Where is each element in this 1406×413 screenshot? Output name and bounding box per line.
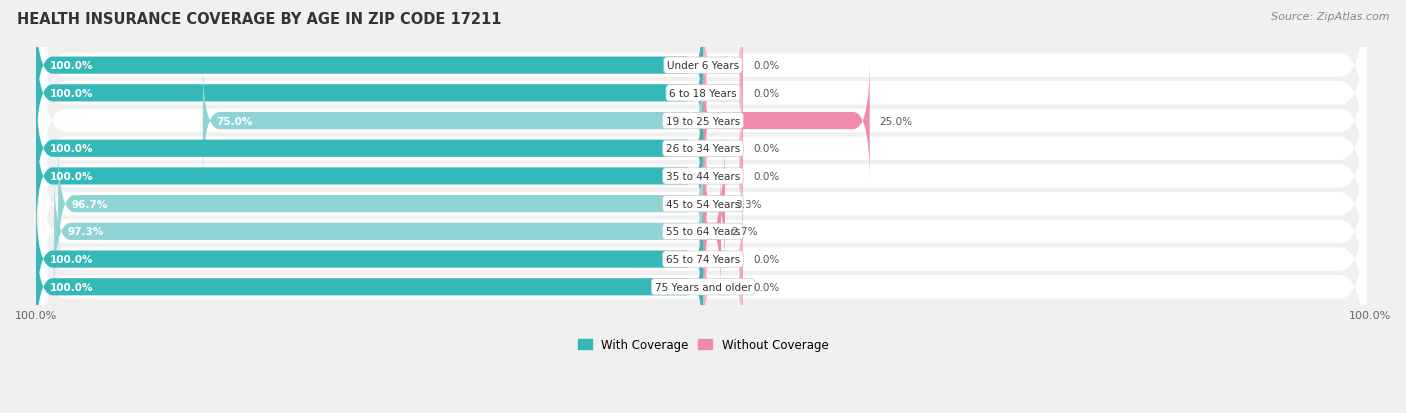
Text: 96.7%: 96.7%	[72, 199, 108, 209]
FancyBboxPatch shape	[39, 161, 1367, 358]
Legend: With Coverage, Without Coverage: With Coverage, Without Coverage	[572, 333, 834, 356]
FancyBboxPatch shape	[39, 0, 1367, 165]
FancyBboxPatch shape	[39, 0, 1367, 192]
Text: 45 to 54 Years: 45 to 54 Years	[666, 199, 740, 209]
Text: 25.0%: 25.0%	[880, 116, 912, 126]
FancyBboxPatch shape	[53, 171, 703, 292]
FancyBboxPatch shape	[703, 227, 742, 348]
FancyBboxPatch shape	[37, 116, 703, 237]
FancyBboxPatch shape	[703, 199, 742, 320]
FancyBboxPatch shape	[39, 22, 1367, 220]
Text: 35 to 44 Years: 35 to 44 Years	[666, 171, 740, 182]
Text: 75.0%: 75.0%	[217, 116, 253, 126]
Text: 100.0%: 100.0%	[49, 282, 93, 292]
FancyBboxPatch shape	[703, 33, 742, 154]
FancyBboxPatch shape	[703, 171, 721, 292]
Text: 2.7%: 2.7%	[731, 227, 758, 237]
Text: 0.0%: 0.0%	[754, 282, 779, 292]
FancyBboxPatch shape	[37, 88, 703, 209]
Text: 100.0%: 100.0%	[49, 254, 93, 264]
Text: 0.0%: 0.0%	[754, 254, 779, 264]
FancyBboxPatch shape	[703, 88, 742, 209]
Text: 55 to 64 Years: 55 to 64 Years	[666, 227, 740, 237]
FancyBboxPatch shape	[37, 199, 703, 320]
Text: HEALTH INSURANCE COVERAGE BY AGE IN ZIP CODE 17211: HEALTH INSURANCE COVERAGE BY AGE IN ZIP …	[17, 12, 502, 27]
FancyBboxPatch shape	[37, 33, 703, 154]
Text: 65 to 74 Years: 65 to 74 Years	[666, 254, 740, 264]
Text: 100.0%: 100.0%	[49, 61, 93, 71]
Text: 19 to 25 Years: 19 to 25 Years	[666, 116, 740, 126]
Text: 26 to 34 Years: 26 to 34 Years	[666, 144, 740, 154]
Text: 100.0%: 100.0%	[49, 144, 93, 154]
Text: 100.0%: 100.0%	[49, 89, 93, 99]
FancyBboxPatch shape	[703, 144, 725, 265]
FancyBboxPatch shape	[37, 227, 703, 348]
Text: 6 to 18 Years: 6 to 18 Years	[669, 89, 737, 99]
FancyBboxPatch shape	[703, 61, 870, 182]
Text: 100.0%: 100.0%	[49, 171, 93, 182]
Text: 75 Years and older: 75 Years and older	[655, 282, 751, 292]
FancyBboxPatch shape	[39, 133, 1367, 331]
FancyBboxPatch shape	[39, 50, 1367, 248]
FancyBboxPatch shape	[37, 5, 703, 126]
FancyBboxPatch shape	[58, 144, 703, 265]
FancyBboxPatch shape	[202, 61, 703, 182]
Text: 3.3%: 3.3%	[735, 199, 762, 209]
FancyBboxPatch shape	[39, 78, 1367, 275]
FancyBboxPatch shape	[703, 5, 742, 126]
Text: Under 6 Years: Under 6 Years	[666, 61, 740, 71]
Text: Source: ZipAtlas.com: Source: ZipAtlas.com	[1271, 12, 1389, 22]
Text: 97.3%: 97.3%	[67, 227, 104, 237]
Text: 0.0%: 0.0%	[754, 171, 779, 182]
Text: 0.0%: 0.0%	[754, 61, 779, 71]
Text: 0.0%: 0.0%	[754, 144, 779, 154]
FancyBboxPatch shape	[39, 188, 1367, 386]
FancyBboxPatch shape	[703, 116, 742, 237]
FancyBboxPatch shape	[39, 105, 1367, 303]
Text: 0.0%: 0.0%	[754, 89, 779, 99]
